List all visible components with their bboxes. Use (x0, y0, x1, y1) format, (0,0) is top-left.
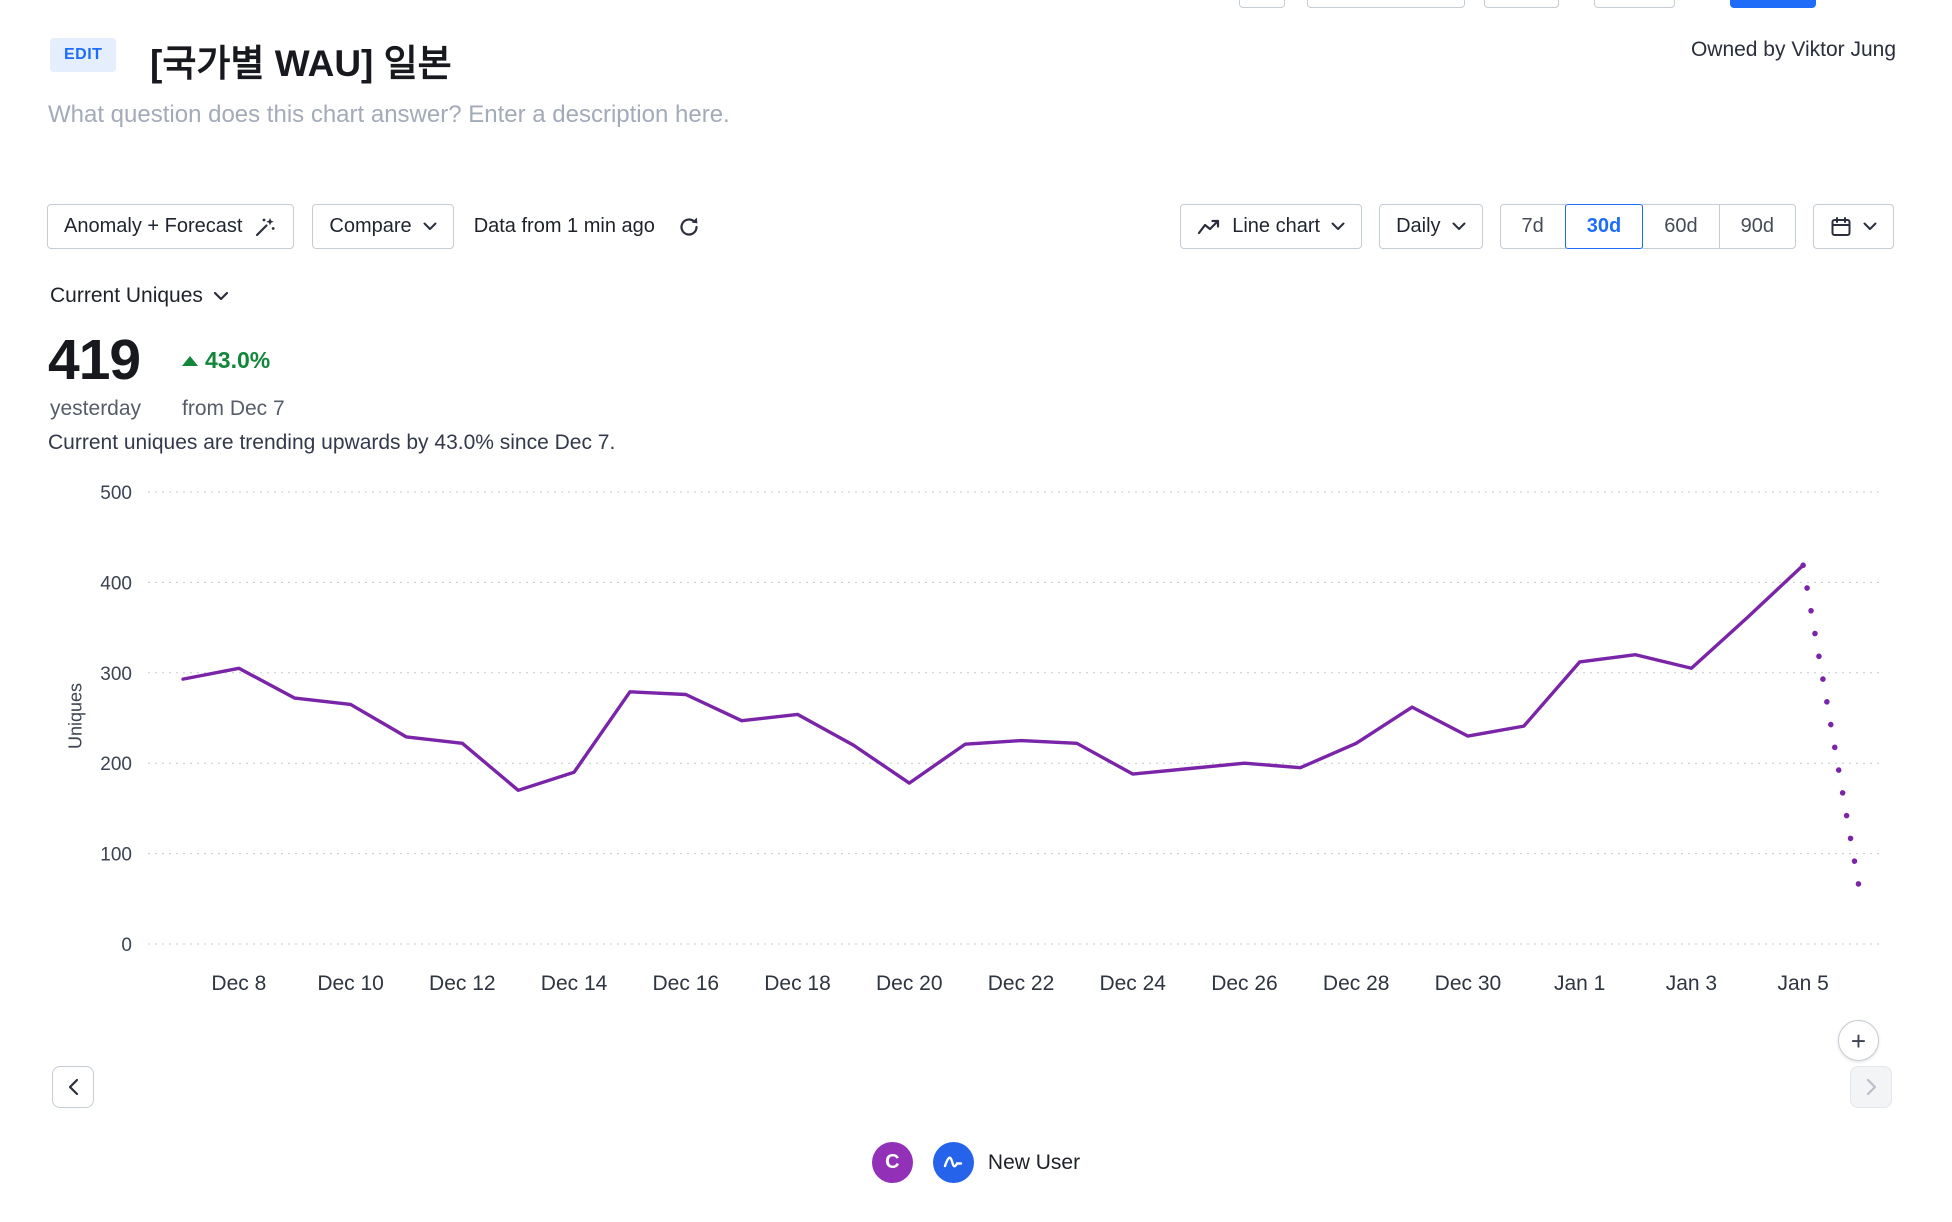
granularity-button[interactable]: Daily (1379, 204, 1483, 249)
triangle-up-icon (182, 355, 198, 366)
x-tick-label: Dec 26 (1211, 972, 1278, 995)
x-tick-label: Dec 20 (876, 972, 943, 995)
x-tick-label: Dec 14 (541, 972, 608, 995)
calendar-icon (1830, 216, 1852, 238)
compare-label: Compare (329, 215, 412, 237)
amplitude-logo-icon[interactable] (932, 1142, 974, 1183)
series-line-new-user[interactable] (181, 563, 1805, 793)
x-tick-label: Dec 18 (764, 972, 831, 995)
range-button-90d[interactable]: 90d (1718, 204, 1796, 249)
x-tick-label: Jan 3 (1666, 972, 1717, 995)
metric-selector[interactable]: Current Uniques (50, 284, 229, 308)
x-tick-label: Dec 8 (211, 972, 266, 995)
metric-change-percent: 43.0% (205, 347, 271, 373)
metric-label: Current Uniques (50, 284, 203, 307)
description-placeholder[interactable]: What question does this chart answer? En… (48, 101, 730, 128)
compare-button[interactable]: Compare (312, 204, 454, 249)
legend-series-label[interactable]: New User (987, 1150, 1081, 1174)
line-chart[interactable]: 0 100 200 300 400 500 Dec 8 Dec 10 Dec 12 Dec 14 D… (70, 470, 1900, 1030)
top-partial-button-1[interactable] (1239, 0, 1285, 8)
data-freshness-label: Data from 1 min ago (473, 215, 655, 237)
trend-summary: Current uniques are trending upwards by … (48, 431, 616, 454)
x-tick-label: Dec 30 (1435, 972, 1502, 995)
chart-type-label: Line chart (1232, 215, 1321, 237)
x-tick-label: Dec 24 (1099, 972, 1166, 995)
edit-badge[interactable]: EDIT (50, 38, 117, 72)
x-tick-label: Dec 16 (653, 972, 720, 995)
y-tick-label: 0 (121, 935, 132, 956)
line-chart-icon (1197, 217, 1221, 237)
range-button-30d[interactable]: 30d (1564, 204, 1644, 249)
chevron-down-icon (1863, 222, 1877, 231)
x-tick-label: Dec 28 (1323, 972, 1390, 995)
x-tick-label: Jan 1 (1554, 972, 1605, 995)
x-tick-label: Jan 5 (1777, 972, 1828, 995)
toolbar-right: Line chart Daily 7d 30d 60d 90d (1180, 204, 1894, 249)
zoom-in-button[interactable]: + (1838, 1020, 1879, 1061)
top-partial-button-2[interactable] (1307, 0, 1465, 8)
x-tick-label: Dec 12 (429, 972, 496, 995)
refresh-icon (677, 215, 701, 239)
chart-legend: C New User (0, 1142, 1952, 1183)
y-tick-label: 500 (100, 483, 132, 504)
wand-sparkles-icon (253, 215, 277, 239)
y-tick-label: 400 (100, 573, 132, 594)
metric-value: 419 (48, 328, 141, 392)
page-title[interactable]: [국가별 WAU] 일본 (150, 43, 452, 84)
date-picker-button[interactable] (1813, 204, 1894, 249)
chevron-down-icon (1331, 222, 1345, 231)
cohort-badge-letter: C (885, 1151, 900, 1173)
cohort-badge[interactable]: C (871, 1142, 913, 1183)
granularity-label: Daily (1396, 215, 1441, 237)
refresh-button[interactable] (673, 211, 705, 243)
metric-change-caption: from Dec 7 (182, 397, 285, 420)
toolbar-left: Anomaly + Forecast Compare Data from 1 m… (47, 204, 705, 249)
anomaly-forecast-button[interactable]: Anomaly + Forecast (47, 204, 295, 249)
range-button-60d[interactable]: 60d (1642, 204, 1720, 249)
y-tick-label: 200 (100, 754, 132, 775)
owner-label: Owned by Viktor Jung (1690, 38, 1896, 61)
x-tick-label: Dec 10 (317, 972, 384, 995)
series-line-incomplete-segment[interactable] (1800, 562, 1862, 890)
chevron-down-icon (423, 222, 437, 231)
chevron-down-icon (1452, 222, 1466, 231)
top-partial-button-4[interactable] (1594, 0, 1675, 8)
y-tick-label: 100 (100, 845, 132, 866)
anomaly-forecast-label: Anomaly + Forecast (64, 215, 243, 237)
x-tick-label: Dec 22 (988, 972, 1055, 995)
scroll-right-button[interactable] (1850, 1066, 1892, 1108)
metric-value-caption: yesterday (50, 397, 142, 420)
top-partial-primary-button[interactable] (1730, 0, 1816, 8)
y-tick-label: 300 (100, 664, 132, 685)
metric-change: 43.0% (182, 347, 270, 374)
chevron-down-icon (213, 291, 229, 301)
chart-type-button[interactable]: Line chart (1180, 204, 1363, 249)
range-button-7d[interactable]: 7d (1499, 204, 1566, 249)
top-partial-button-3[interactable] (1484, 0, 1559, 8)
scroll-left-button[interactable] (52, 1066, 94, 1108)
date-range-segmented-control: 7d 30d 60d 90d (1499, 204, 1796, 249)
